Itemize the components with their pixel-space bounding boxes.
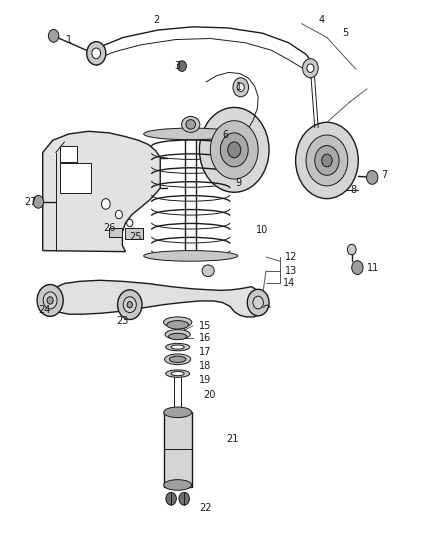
Circle shape bbox=[127, 302, 132, 308]
Ellipse shape bbox=[182, 116, 200, 132]
Circle shape bbox=[47, 297, 53, 304]
Ellipse shape bbox=[166, 343, 190, 351]
Text: 20: 20 bbox=[203, 390, 215, 400]
Text: 5: 5 bbox=[342, 28, 348, 38]
Circle shape bbox=[233, 78, 249, 97]
Text: 9: 9 bbox=[236, 177, 242, 188]
Bar bbox=[164, 413, 191, 487]
Ellipse shape bbox=[166, 370, 190, 377]
Bar bbox=[60, 146, 77, 161]
Ellipse shape bbox=[202, 265, 214, 277]
Circle shape bbox=[247, 289, 269, 316]
Text: 8: 8 bbox=[350, 184, 356, 195]
Ellipse shape bbox=[167, 320, 188, 329]
Text: 13: 13 bbox=[285, 266, 297, 276]
Circle shape bbox=[228, 142, 241, 158]
Circle shape bbox=[253, 296, 263, 309]
Text: 12: 12 bbox=[285, 252, 297, 262]
Circle shape bbox=[37, 285, 63, 317]
Circle shape bbox=[367, 171, 378, 184]
Circle shape bbox=[48, 29, 59, 42]
Ellipse shape bbox=[164, 480, 191, 490]
Ellipse shape bbox=[171, 345, 184, 349]
Circle shape bbox=[92, 48, 101, 59]
Text: 26: 26 bbox=[103, 223, 116, 233]
Circle shape bbox=[315, 146, 339, 175]
Circle shape bbox=[178, 61, 186, 71]
Circle shape bbox=[123, 297, 136, 313]
Circle shape bbox=[347, 244, 356, 255]
Bar bbox=[110, 228, 122, 237]
Text: 14: 14 bbox=[283, 278, 295, 288]
Circle shape bbox=[296, 122, 358, 199]
Bar bbox=[125, 228, 143, 239]
Ellipse shape bbox=[144, 251, 238, 261]
Circle shape bbox=[220, 133, 248, 167]
Text: 21: 21 bbox=[226, 434, 238, 444]
Ellipse shape bbox=[186, 119, 195, 129]
Ellipse shape bbox=[165, 354, 191, 365]
Circle shape bbox=[199, 108, 269, 192]
Ellipse shape bbox=[164, 407, 191, 418]
Text: 19: 19 bbox=[199, 375, 211, 385]
Text: 27: 27 bbox=[25, 197, 37, 207]
Polygon shape bbox=[43, 131, 160, 252]
Text: 1: 1 bbox=[66, 35, 72, 45]
Ellipse shape bbox=[171, 372, 184, 376]
Text: 7: 7 bbox=[381, 171, 388, 180]
Text: 24: 24 bbox=[38, 305, 50, 315]
Bar bbox=[60, 163, 92, 193]
Circle shape bbox=[307, 64, 314, 72]
Text: 25: 25 bbox=[129, 232, 141, 243]
Circle shape bbox=[87, 42, 106, 65]
Text: 18: 18 bbox=[199, 361, 211, 371]
Circle shape bbox=[237, 83, 244, 92]
Text: 6: 6 bbox=[223, 130, 229, 140]
Text: 17: 17 bbox=[199, 348, 211, 358]
Circle shape bbox=[33, 196, 44, 208]
Ellipse shape bbox=[170, 356, 186, 362]
Circle shape bbox=[179, 492, 189, 505]
Circle shape bbox=[303, 59, 318, 78]
Text: 1: 1 bbox=[236, 82, 242, 92]
Circle shape bbox=[306, 135, 348, 186]
Circle shape bbox=[102, 199, 110, 209]
Text: 2: 2 bbox=[153, 15, 159, 25]
Polygon shape bbox=[46, 280, 266, 317]
Circle shape bbox=[322, 154, 332, 167]
Ellipse shape bbox=[163, 317, 192, 327]
Ellipse shape bbox=[169, 333, 187, 340]
Text: 22: 22 bbox=[200, 503, 212, 513]
Text: 15: 15 bbox=[199, 321, 211, 331]
Circle shape bbox=[116, 211, 122, 219]
Circle shape bbox=[117, 290, 142, 319]
Circle shape bbox=[43, 292, 57, 309]
Circle shape bbox=[166, 492, 177, 505]
Circle shape bbox=[352, 261, 363, 274]
Text: 4: 4 bbox=[318, 15, 325, 25]
Text: 23: 23 bbox=[116, 316, 129, 326]
Circle shape bbox=[127, 219, 133, 227]
Ellipse shape bbox=[165, 329, 190, 339]
Ellipse shape bbox=[144, 128, 238, 140]
Text: 16: 16 bbox=[199, 333, 211, 343]
Text: 10: 10 bbox=[256, 225, 268, 236]
Circle shape bbox=[210, 120, 258, 179]
Text: 11: 11 bbox=[367, 263, 380, 272]
Text: 3: 3 bbox=[175, 61, 181, 71]
